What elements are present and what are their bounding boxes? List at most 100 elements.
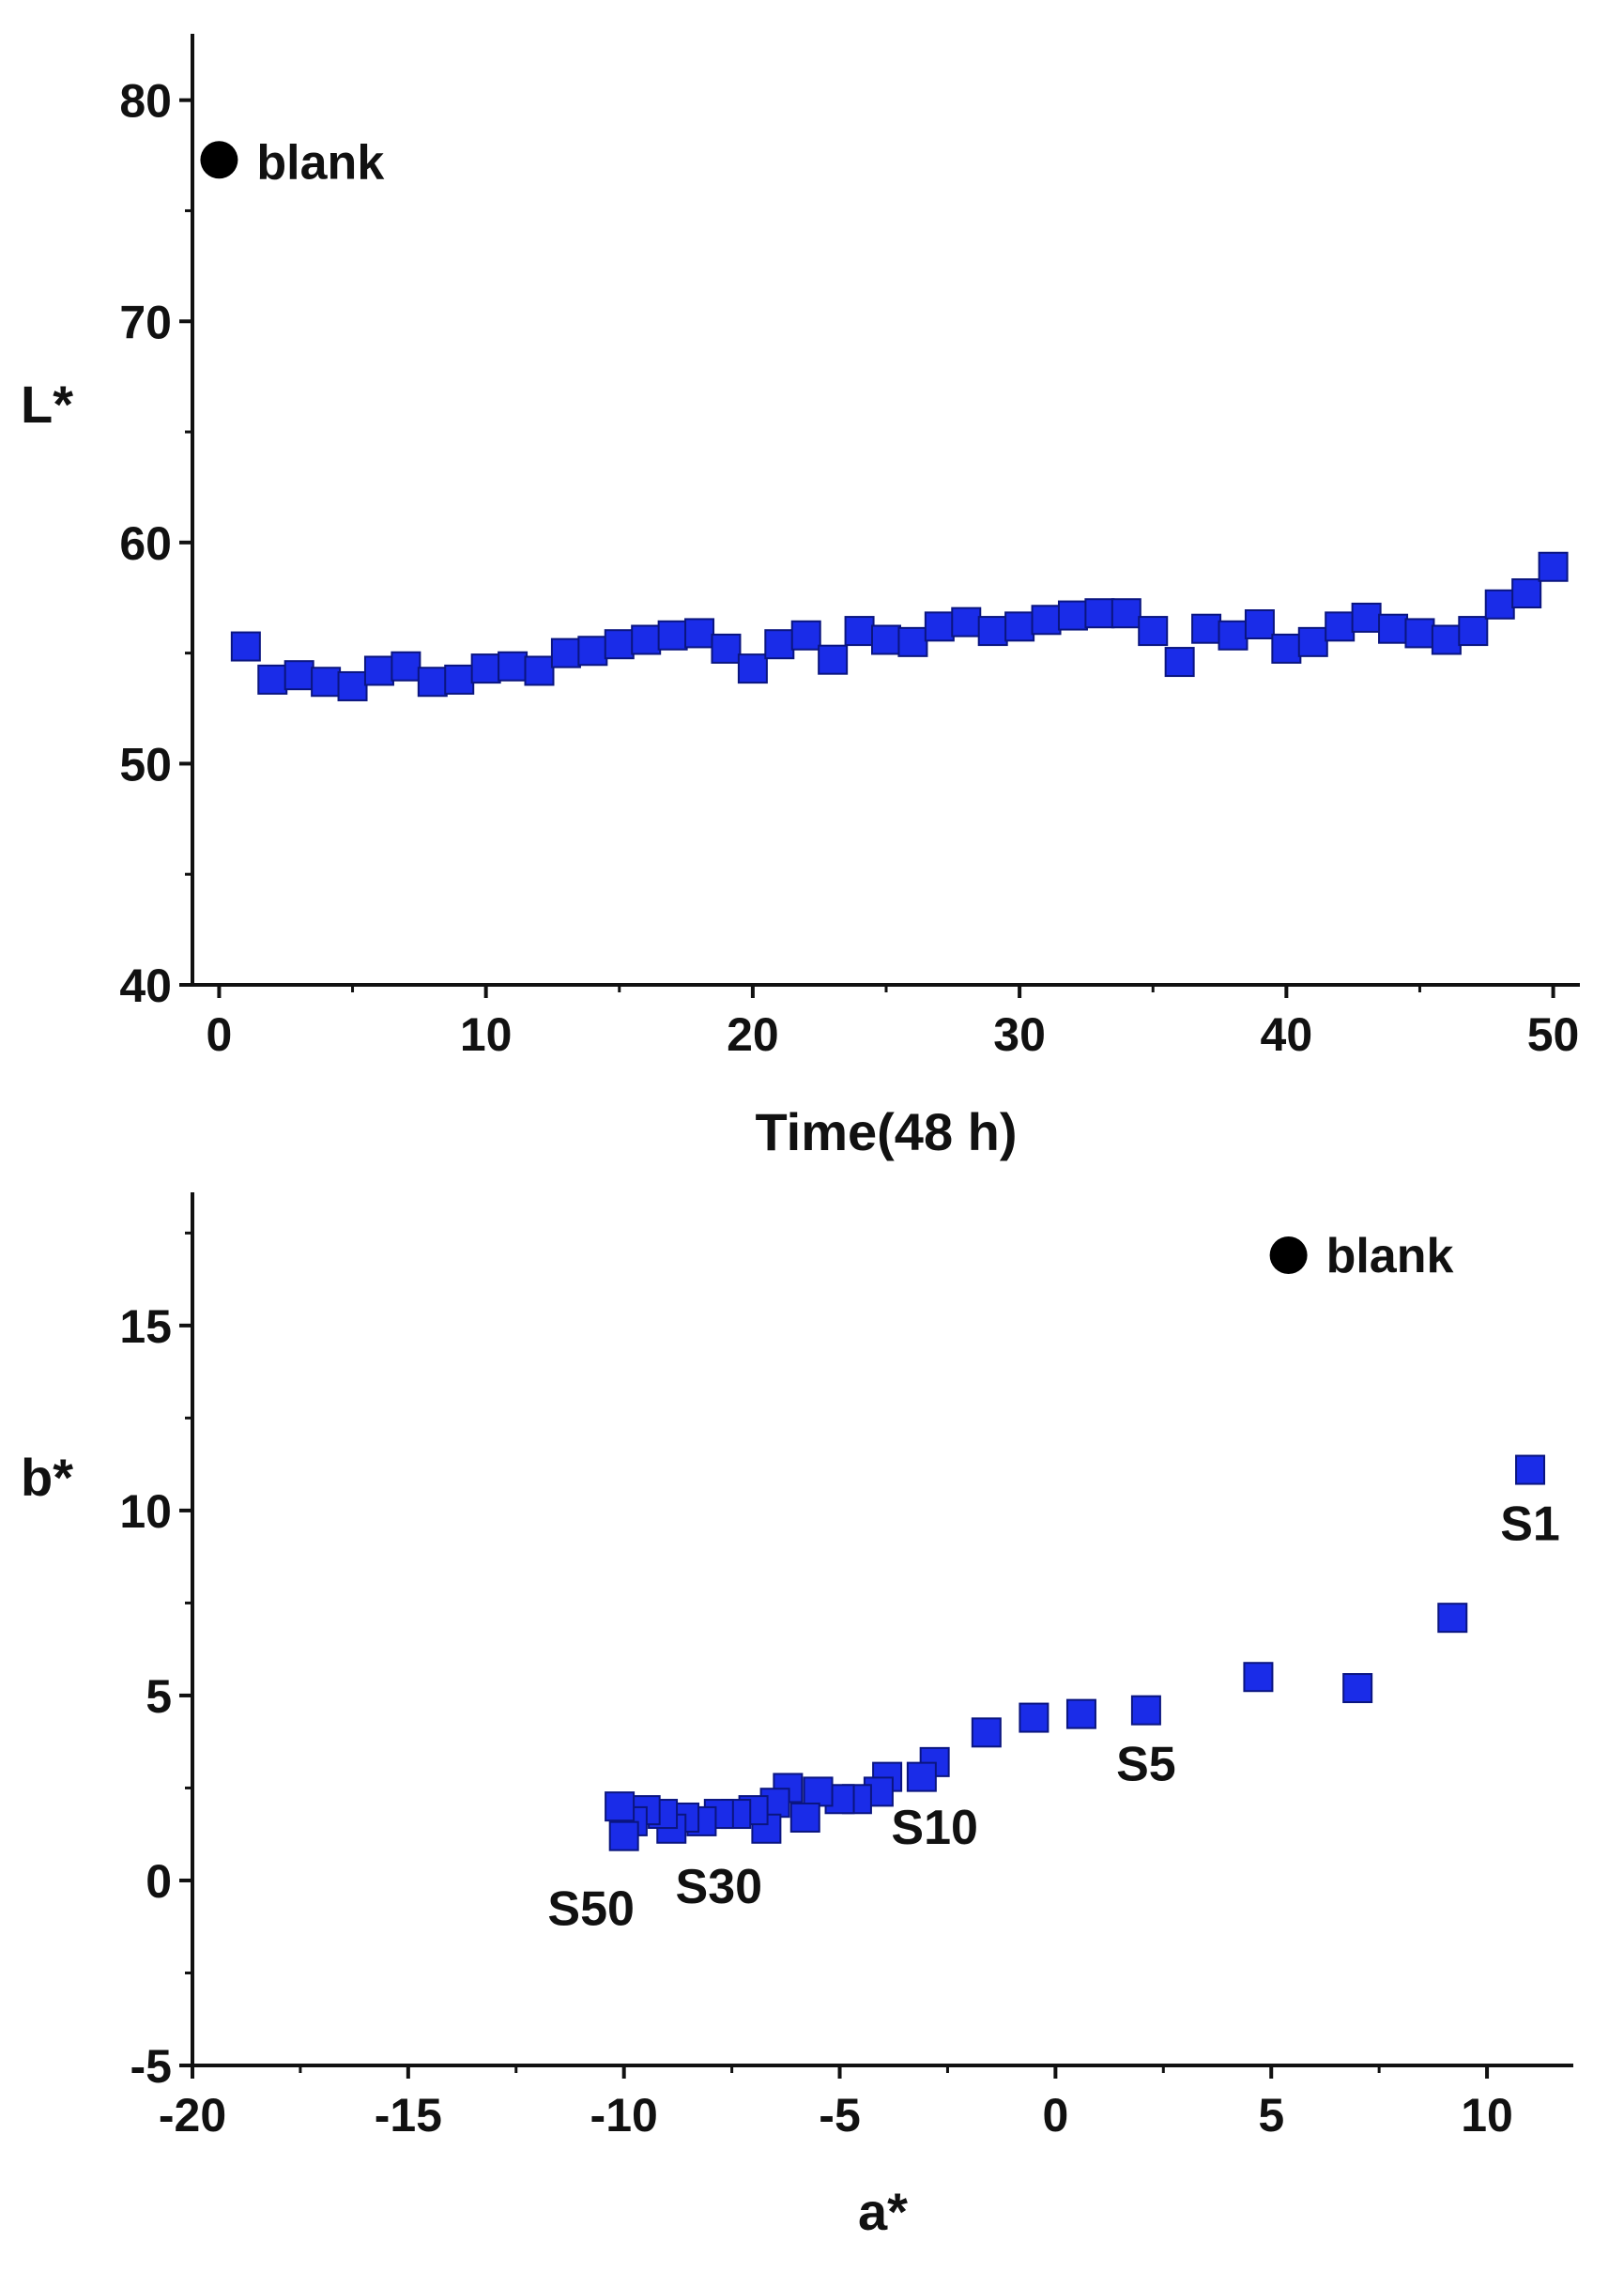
sample-label-s1: S1 — [1500, 1497, 1560, 1552]
data-point-square — [1065, 1698, 1096, 1729]
data-point-square — [951, 606, 982, 637]
data-point-square — [1191, 613, 1222, 644]
data-point-square — [897, 626, 928, 657]
data-point-square — [417, 667, 448, 698]
data-point-square — [1458, 616, 1489, 647]
data-point-square — [391, 651, 421, 682]
data-point-square — [608, 1820, 639, 1851]
y-tick-label: -5 — [130, 2040, 172, 2093]
y-tick-label: 40 — [119, 959, 172, 1012]
data-point-square — [1325, 611, 1356, 642]
data-point-square — [1538, 551, 1569, 582]
y-tick-label: 70 — [119, 296, 172, 348]
sample-label-s10: S10 — [891, 1801, 978, 1855]
sample-label-s50: S50 — [547, 1882, 635, 1937]
x-tick-label: -15 — [375, 2089, 442, 2142]
data-point-square — [1484, 589, 1515, 620]
data-point-square — [844, 616, 875, 647]
data-point-square — [790, 620, 821, 651]
data-point-square — [1431, 624, 1462, 655]
data-point-square — [605, 1791, 636, 1822]
data-point-square — [311, 667, 342, 698]
data-point-square — [764, 629, 795, 660]
y-tick-label: 5 — [146, 1670, 172, 1723]
data-point-square — [230, 631, 261, 662]
x-tick-label: -10 — [590, 2089, 658, 2142]
data-point-square — [1164, 647, 1195, 678]
y-tick-label: 80 — [119, 75, 172, 128]
y-tick-label: 15 — [119, 1300, 172, 1353]
data-point-square — [1437, 1603, 1468, 1634]
data-point-square — [1243, 1662, 1274, 1693]
data-point-square — [337, 670, 368, 701]
data-point-square — [1218, 620, 1249, 651]
x-tick-label: 10 — [1461, 2089, 1513, 2142]
data-point-square — [363, 655, 394, 686]
data-point-square — [657, 620, 688, 651]
x-axis-title: a* — [858, 2182, 908, 2241]
data-point-square — [803, 1776, 834, 1807]
data-point-square — [711, 633, 742, 664]
blank-point-circle — [200, 141, 238, 179]
x-tick-label: 10 — [460, 1008, 513, 1061]
data-point-square — [1130, 1695, 1161, 1726]
data-point-square — [1404, 618, 1435, 649]
data-point-square — [789, 1802, 820, 1833]
y-tick-label: 0 — [146, 1855, 172, 1908]
data-point-square — [1511, 578, 1542, 609]
data-point-square — [1031, 605, 1062, 636]
data-point-square — [1004, 611, 1035, 642]
y-axis-title: b* — [21, 1448, 73, 1507]
data-point-square — [1138, 616, 1169, 647]
data-point-square — [1057, 600, 1088, 631]
x-tick-label: 20 — [727, 1008, 779, 1061]
data-point-square — [1244, 609, 1275, 640]
x-tick-label: 5 — [1258, 2089, 1284, 2142]
blank-label: blank — [1326, 1229, 1454, 1283]
data-point-square — [684, 618, 715, 649]
y-tick-label: 50 — [119, 738, 172, 791]
x-tick-label: 0 — [1042, 2089, 1068, 2142]
y-tick-label: 10 — [119, 1485, 172, 1538]
x-tick-label: -20 — [159, 2089, 226, 2142]
data-point-square — [818, 644, 849, 675]
bstar-vs-astar-chart: -20 -15 -10 -5 0 5 10 -5 0 5 10 15 a* b* blank S1 S5 S10 S… — [21, 1192, 1573, 2241]
data-point-square — [444, 664, 475, 695]
sample-label-s5: S5 — [1116, 1738, 1176, 1792]
data-point-square — [1342, 1673, 1373, 1704]
data-point-square — [906, 1761, 937, 1792]
data-point-square — [1351, 602, 1382, 633]
x-tick-label: 30 — [993, 1008, 1046, 1061]
data-point-square — [1084, 598, 1115, 629]
data-point-square — [550, 637, 581, 668]
data-point-square — [577, 636, 608, 667]
data-point-square — [1019, 1702, 1049, 1733]
data-point-square — [871, 624, 901, 655]
y-tick-label: 60 — [119, 517, 172, 570]
x-axis-title: Time(48 h) — [755, 1102, 1017, 1161]
sample-label-s30: S30 — [676, 1860, 763, 1914]
data-point-square — [604, 629, 635, 660]
data-point-square — [1271, 633, 1302, 664]
data-point-square — [1111, 598, 1141, 629]
data-point-square — [1515, 1454, 1546, 1485]
data-point-square — [631, 624, 662, 655]
data-point-square — [924, 611, 955, 642]
data-point-square — [1297, 626, 1328, 657]
data-point-square — [971, 1717, 1002, 1748]
x-tick-label: -5 — [819, 2089, 860, 2142]
data-point-square — [737, 653, 768, 684]
x-tick-label: 0 — [207, 1008, 233, 1061]
data-point-square — [1378, 613, 1409, 644]
blank-label: blank — [256, 135, 384, 190]
x-tick-label: 50 — [1527, 1008, 1580, 1061]
y-axis-title: L* — [21, 375, 73, 434]
data-point-square — [283, 660, 314, 691]
data-point-square — [257, 664, 288, 695]
data-point-square — [498, 651, 529, 682]
data-point-square — [977, 616, 1008, 647]
blank-point-circle — [1269, 1236, 1308, 1274]
x-tick-label: 40 — [1261, 1008, 1313, 1061]
data-point-square — [470, 653, 501, 684]
